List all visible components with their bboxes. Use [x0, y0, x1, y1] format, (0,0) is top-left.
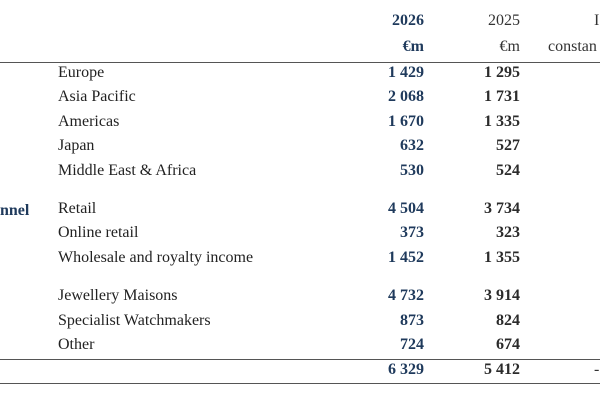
row-value-2025: 323: [496, 224, 520, 241]
col-2026-year: 2026: [392, 12, 424, 29]
row-label: Wholesale and royalty income: [58, 249, 254, 266]
header-rule: [0, 62, 600, 63]
row-value-2025: 524: [496, 162, 520, 179]
row-value-2026: 2 068: [388, 88, 424, 105]
col-change-header-top: I: [594, 12, 600, 29]
row-value-2026: 1 429: [388, 64, 424, 81]
row-label: Online retail: [58, 224, 139, 241]
row-value-2026: 1 670: [388, 113, 424, 130]
row-value-2025: 674: [496, 336, 520, 353]
col-2025-unit: €m: [499, 38, 520, 55]
row-value-2025: 1 731: [484, 88, 520, 105]
row-label: Americas: [58, 113, 120, 130]
row-label: Jewellery Maisons: [58, 287, 178, 304]
row-value-2025: 3 914: [484, 287, 520, 304]
section-label: nnel: [0, 202, 30, 219]
row-value-2025: 3 734: [484, 200, 520, 217]
total-2026: 6 329: [388, 361, 424, 378]
row-value-2026: 530: [400, 162, 424, 179]
row-value-2026: 724: [400, 336, 424, 353]
total-rule-top: [0, 359, 600, 360]
col-change-header-bottom: constan: [548, 38, 597, 55]
row-label: Other: [58, 336, 95, 353]
row-value-2026: 1 452: [388, 249, 424, 266]
row-label: Asia Pacific: [58, 88, 136, 105]
row-label: Specialist Watchmakers: [58, 312, 211, 329]
row-value-2026: 873: [400, 312, 424, 329]
row-value-2025: 1 295: [484, 64, 520, 81]
row-label: Retail: [58, 200, 97, 217]
row-label: Middle East & Africa: [58, 162, 197, 179]
row-value-2026: 4 504: [388, 200, 424, 217]
total-rule-bottom: [0, 383, 600, 384]
row-value-2025: 1 355: [484, 249, 520, 266]
total-2025: 5 412: [484, 361, 520, 378]
row-label: Japan: [58, 137, 95, 154]
row-value-2026: 632: [400, 137, 424, 154]
row-value-2025: 1 335: [484, 113, 520, 130]
row-value-2026: 4 732: [388, 287, 424, 304]
row-value-2026: 373: [400, 224, 424, 241]
row-value-2025: 824: [496, 312, 520, 329]
row-label: Europe: [58, 64, 105, 81]
col-2025-year: 2025: [488, 12, 520, 29]
total-change-partial: -: [594, 361, 600, 378]
row-value-2025: 527: [496, 137, 520, 154]
col-2026-unit: €m: [402, 38, 424, 55]
